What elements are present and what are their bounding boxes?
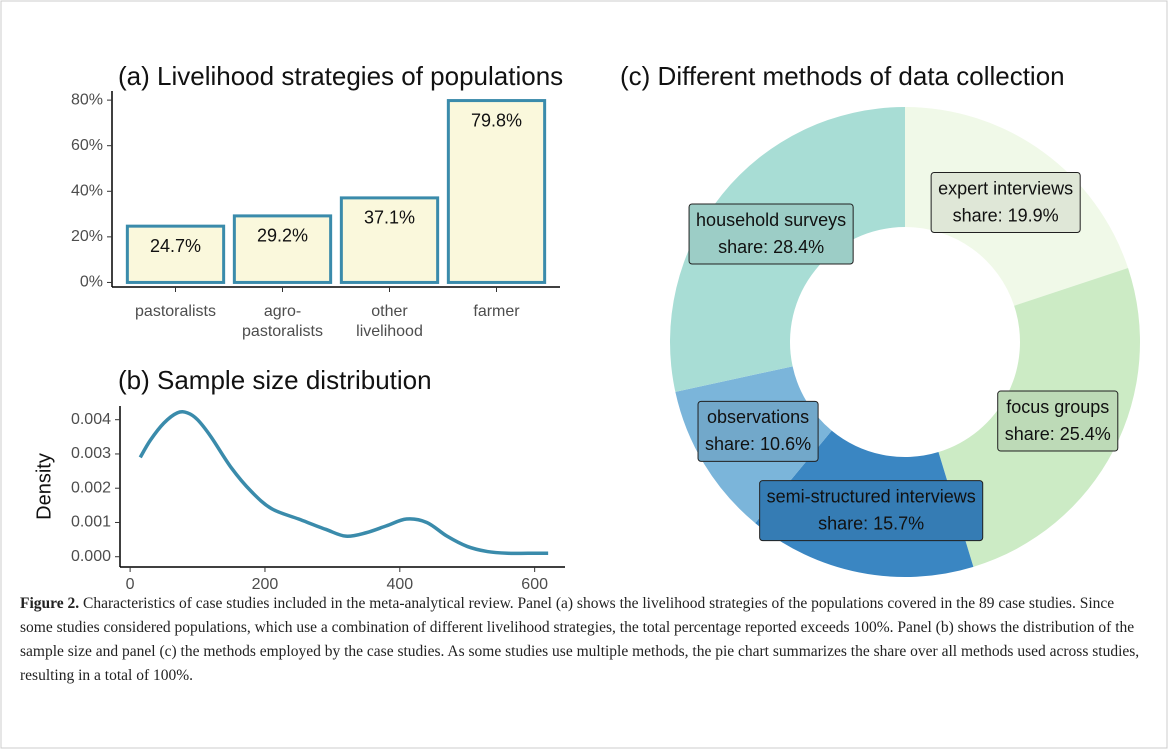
x-tick-line: pastoralists	[135, 303, 216, 320]
label-box	[997, 390, 1119, 452]
x-tick-label: 600	[521, 576, 548, 593]
y-tick-label: 0.000	[71, 548, 111, 565]
label-name: focus groups	[1006, 397, 1109, 417]
bar-label: 37.1%	[364, 208, 415, 228]
label-name: household surveys	[696, 210, 846, 230]
label-shade	[931, 172, 1081, 233]
label-shade	[997, 391, 1118, 452]
x-tick-line: livelihood	[356, 323, 423, 340]
label-name: expert interviews	[938, 178, 1073, 198]
slice-label: expert interviews share: 19.9%	[930, 172, 1081, 234]
label-share: share: 19.9%	[953, 205, 1059, 225]
label-shade	[698, 401, 819, 462]
slice-label: observations share: 10.6%	[697, 400, 819, 462]
slice-label: focus groups share: 25.4%	[997, 390, 1119, 452]
label-box	[930, 172, 1081, 234]
bar	[446, 99, 547, 284]
label-shade	[689, 204, 854, 265]
x-tick-label: 400	[386, 576, 413, 593]
bar-label: 24.7%	[150, 236, 201, 256]
label-name: observations	[707, 407, 809, 427]
y-axis-label: Density	[33, 453, 55, 520]
bar	[339, 196, 440, 284]
y-tick-label: 0.001	[71, 514, 111, 531]
y-tick-label: 20%	[71, 228, 103, 245]
chart-title: (b) Sample size distribution	[118, 365, 432, 395]
x-tick-line: farmer	[473, 303, 520, 320]
x-tick-line: pastoralists	[242, 323, 323, 340]
label-share: share: 25.4%	[1005, 424, 1111, 444]
y-tick-label: 0.003	[71, 445, 111, 462]
chart-title: (c) Different methods of data collection	[620, 61, 1065, 91]
x-tick-label: farmer	[473, 303, 520, 320]
label-shade	[759, 480, 983, 541]
caption: Figure 2. Characteristics of case studie…	[20, 592, 1140, 688]
bar-label: 79.8%	[471, 110, 522, 130]
bar	[125, 224, 226, 284]
label-share: share: 15.7%	[818, 513, 924, 533]
y-tick-label: 60%	[71, 137, 103, 154]
caption-text: Characteristics of case studies included…	[20, 595, 1140, 684]
bar-label: 29.2%	[257, 226, 308, 246]
y-tick-label: 40%	[71, 182, 103, 199]
caption-label: Figure 2.	[20, 595, 80, 612]
bar	[232, 214, 333, 284]
x-tick-label: other livelihood	[356, 303, 423, 340]
density-line	[138, 410, 549, 556]
y-tick-label: 0.004	[71, 411, 111, 428]
label-name: semi-structured interviews	[767, 486, 976, 506]
x-tick-label: 0	[126, 576, 135, 593]
label-box	[688, 203, 854, 265]
slice-label: household surveys share: 28.4%	[688, 203, 854, 265]
y-tick-label: 0.002	[71, 479, 111, 496]
x-tick-line: other	[371, 303, 408, 320]
x-tick-label: pastoralists	[135, 303, 216, 320]
chart-title: (a) Livelihood strategies of populations	[118, 61, 563, 91]
label-share: share: 28.4%	[718, 237, 824, 257]
x-tick-label: agro-pastoralists	[242, 303, 323, 340]
x-tick-line: agro-	[264, 303, 301, 320]
label-share: share: 10.6%	[705, 434, 811, 454]
label-box	[759, 480, 984, 542]
slice-label: semi-structured interviews share: 15.7%	[759, 480, 984, 542]
y-tick-label: 0%	[80, 274, 103, 291]
label-box	[697, 400, 819, 462]
x-tick-label: 200	[252, 576, 279, 593]
y-tick-label: 80%	[71, 91, 103, 108]
